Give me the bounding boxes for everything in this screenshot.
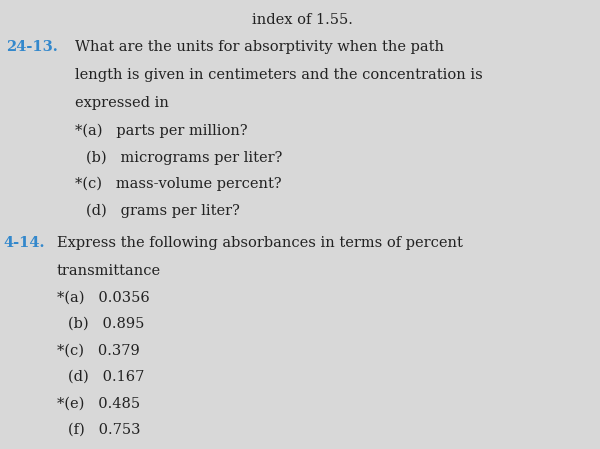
Text: 4-14.: 4-14.: [3, 236, 44, 250]
Text: expressed in: expressed in: [75, 96, 169, 110]
Text: *(e)   0.485: *(e) 0.485: [57, 396, 140, 410]
Text: *(a)   0.0356: *(a) 0.0356: [57, 291, 150, 304]
Text: (b)   0.895: (b) 0.895: [68, 317, 144, 331]
Text: *(a)   parts per million?: *(a) parts per million?: [75, 124, 248, 138]
Text: (f)   0.753: (f) 0.753: [68, 423, 140, 437]
Text: transmittance: transmittance: [57, 264, 161, 278]
Text: index of 1.55.: index of 1.55.: [252, 13, 353, 26]
Text: (b)   micrograms per liter?: (b) micrograms per liter?: [86, 150, 282, 165]
Text: *(c)   mass-volume percent?: *(c) mass-volume percent?: [75, 177, 281, 191]
Text: 24-13.: 24-13.: [6, 40, 58, 54]
Text: (d)   0.167: (d) 0.167: [68, 370, 144, 384]
Text: (d)   grams per liter?: (d) grams per liter?: [86, 203, 239, 218]
Text: *(c)   0.379: *(c) 0.379: [57, 343, 140, 357]
Text: What are the units for absorptivity when the path: What are the units for absorptivity when…: [75, 40, 444, 54]
Text: Express the following absorbances in terms of percent: Express the following absorbances in ter…: [57, 236, 463, 250]
Text: length is given in centimeters and the concentration is: length is given in centimeters and the c…: [75, 68, 483, 82]
